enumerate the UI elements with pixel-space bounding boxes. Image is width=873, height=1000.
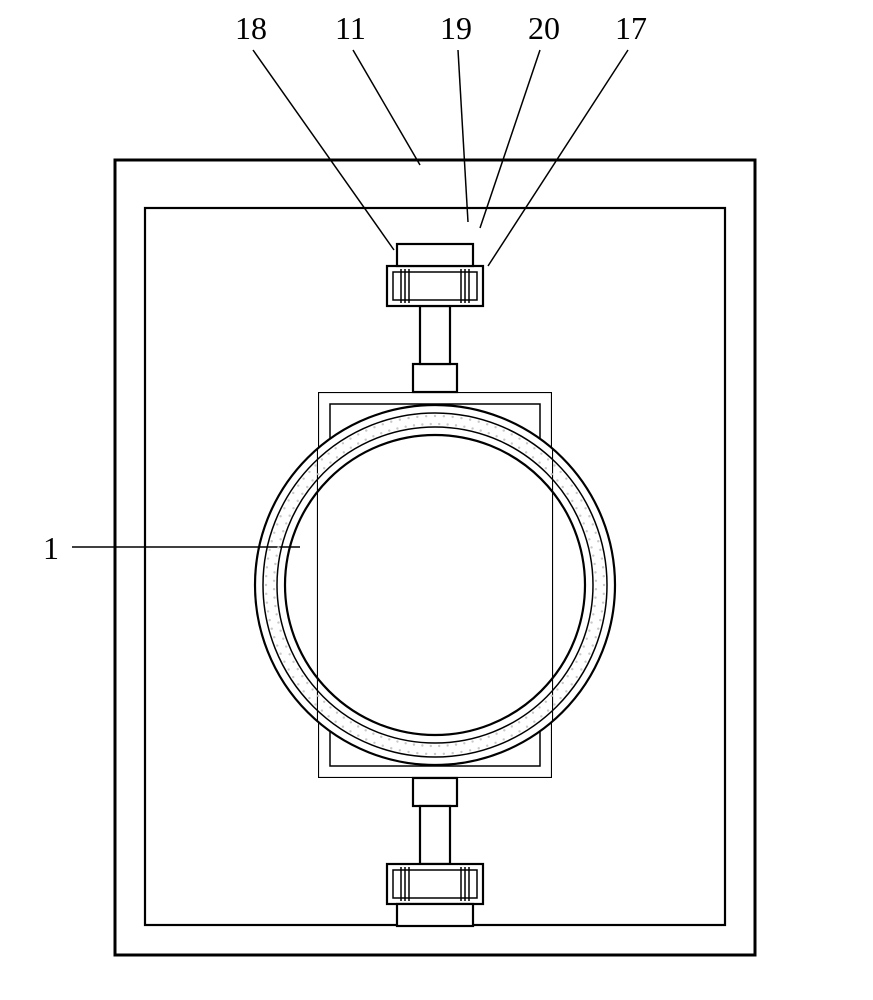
ring-assembly <box>255 405 615 765</box>
ring-dots <box>265 415 605 755</box>
bottom-shaft-assembly <box>387 778 483 926</box>
top-shaft-assembly <box>387 244 483 392</box>
leader-lines <box>72 50 628 547</box>
